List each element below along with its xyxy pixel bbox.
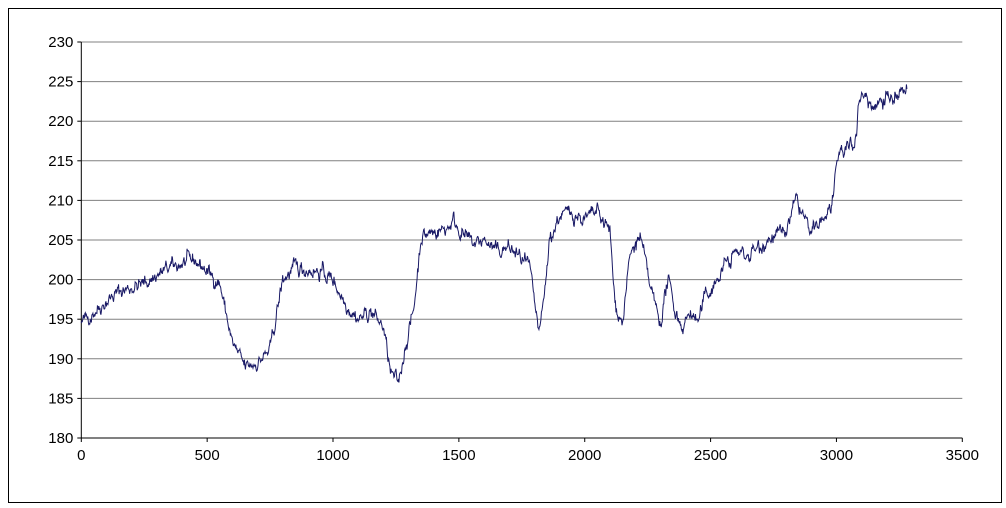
svg-text:230: 230	[48, 34, 73, 51]
svg-text:0: 0	[77, 447, 85, 464]
svg-text:2500: 2500	[694, 447, 727, 464]
svg-text:200: 200	[48, 272, 73, 289]
svg-text:205: 205	[48, 232, 73, 249]
svg-text:1000: 1000	[316, 447, 349, 464]
svg-text:3500: 3500	[946, 447, 979, 464]
svg-text:195: 195	[48, 311, 73, 328]
svg-text:2000: 2000	[568, 447, 601, 464]
svg-text:220: 220	[48, 113, 73, 130]
svg-text:185: 185	[48, 390, 73, 407]
svg-text:210: 210	[48, 192, 73, 209]
svg-text:3000: 3000	[820, 447, 853, 464]
svg-text:500: 500	[195, 447, 220, 464]
svg-text:1500: 1500	[442, 447, 475, 464]
svg-text:190: 190	[48, 351, 73, 368]
svg-text:215: 215	[48, 153, 73, 170]
svg-text:225: 225	[48, 74, 73, 91]
svg-text:180: 180	[48, 430, 73, 447]
